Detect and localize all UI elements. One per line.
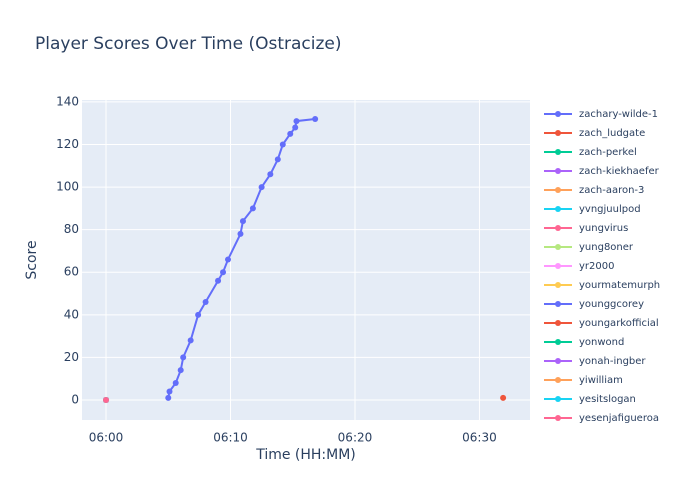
legend-swatch-marker: [555, 263, 561, 269]
legend-label: yung8oner: [579, 242, 634, 253]
legend-label: yungvirus: [579, 223, 628, 234]
legend-item[interactable]: yiwilliam: [544, 375, 623, 386]
legend-item[interactable]: youngarkofficial: [544, 318, 659, 329]
legend-swatch-marker: [555, 415, 561, 421]
y-tick-label: 20: [64, 350, 79, 364]
legend-label: zach-perkel: [579, 147, 637, 158]
data-point: [177, 367, 184, 374]
series-layer: [103, 115, 507, 403]
legend-swatch-marker: [555, 301, 561, 307]
x-axis-title: Time (HH:MM): [255, 447, 356, 463]
legend-label: youngarkofficial: [579, 318, 659, 329]
legend-item[interactable]: zach_ludgate: [544, 128, 645, 139]
data-point: [274, 156, 281, 163]
series-line: [167, 117, 316, 399]
legend-item[interactable]: younggcorey: [544, 299, 644, 310]
data-point: [172, 379, 179, 386]
data-point: [249, 205, 256, 212]
plot-area: [82, 100, 530, 420]
legend-swatch-marker: [555, 206, 561, 212]
y-tick-label: 140: [56, 94, 79, 108]
data-point: [187, 337, 194, 344]
x-tick-label: 06:20: [338, 431, 373, 445]
legend-label: zach-aaron-3: [579, 185, 644, 196]
legend-item[interactable]: yesitslogan: [544, 394, 636, 405]
legend-item[interactable]: yr2000: [544, 261, 614, 272]
legend-label: zach_ludgate: [579, 128, 645, 139]
legend-label: yourmatemurph: [579, 280, 660, 291]
x-tick-label: 06:10: [213, 431, 248, 445]
legend-swatch-marker: [555, 225, 561, 231]
y-axis-title: Score: [24, 240, 40, 279]
data-point: [293, 118, 300, 125]
legend-swatch-marker: [555, 377, 561, 383]
data-point: [292, 124, 299, 131]
data-point: [279, 141, 286, 148]
legend-label: yonwond: [579, 337, 624, 348]
data-point: [202, 299, 209, 306]
legend-label: yr2000: [579, 261, 614, 272]
y-tick-label: 100: [56, 180, 79, 194]
legend-item[interactable]: zachary-wilde-1: [544, 109, 658, 120]
data-point: [215, 277, 222, 284]
legend-label: yesenjafigueroa: [579, 413, 659, 424]
legend-swatch-marker: [555, 130, 561, 136]
legend-item[interactable]: yesenjafigueroa: [544, 413, 659, 424]
data-point: [258, 184, 265, 191]
legend-item[interactable]: yonwond: [544, 337, 624, 348]
legend-item[interactable]: yonah-ingber: [544, 356, 646, 367]
y-tick-label: 80: [64, 222, 79, 236]
legend-label: zachary-wilde-1: [579, 109, 658, 120]
legend-item[interactable]: zach-aaron-3: [544, 185, 644, 196]
legend-swatch-marker: [555, 244, 561, 250]
y-tick-label: 40: [64, 307, 79, 321]
data-point: [166, 388, 173, 395]
legend-label: yiwilliam: [579, 375, 623, 386]
legend-item[interactable]: yungvirus: [544, 223, 628, 234]
data-point: [500, 394, 507, 401]
legend-item[interactable]: yvngjuulpod: [544, 204, 641, 215]
x-tick-label: 06:30: [462, 431, 497, 445]
legend-swatch-marker: [555, 358, 561, 364]
legend-item[interactable]: zach-perkel: [544, 147, 637, 158]
data-point: [180, 354, 187, 361]
data-point: [287, 130, 294, 137]
legend: zachary-wilde-1 zach_ludgate zach-perkel za…: [544, 109, 660, 424]
data-point: [267, 171, 274, 178]
legend-swatch-marker: [555, 111, 561, 117]
legend-label: younggcorey: [579, 299, 644, 310]
legend-item[interactable]: zach-kiekhaefer: [544, 166, 660, 177]
legend-swatch-marker: [555, 396, 561, 402]
data-point: [195, 311, 202, 318]
legend-swatch-marker: [555, 187, 561, 193]
x-tick-label: 06:00: [89, 431, 124, 445]
legend-swatch-marker: [555, 168, 561, 174]
y-tick-label: 60: [64, 265, 79, 279]
data-point: [103, 396, 110, 403]
legend-item[interactable]: yung8oner: [544, 242, 634, 253]
data-point: [165, 394, 172, 401]
y-tick-label: 120: [56, 137, 79, 151]
legend-label: yonah-ingber: [579, 356, 646, 367]
legend-swatch-marker: [555, 320, 561, 326]
legend-swatch-marker: [555, 149, 561, 155]
legend-swatch-marker: [555, 339, 561, 345]
chart-title: Player Scores Over Time (Ostracize): [35, 34, 342, 54]
legend-swatch-marker: [555, 282, 561, 288]
legend-label: yesitslogan: [579, 394, 636, 405]
data-point: [312, 115, 319, 122]
data-point: [225, 256, 232, 263]
data-point: [220, 269, 227, 276]
data-point: [237, 230, 244, 237]
legend-label: zach-kiekhaefer: [579, 166, 660, 177]
grid: [82, 100, 530, 420]
legend-item[interactable]: yourmatemurph: [544, 280, 660, 291]
data-point: [239, 218, 246, 225]
legend-label: yvngjuulpod: [579, 204, 641, 215]
y-tick-label: 0: [71, 392, 79, 406]
